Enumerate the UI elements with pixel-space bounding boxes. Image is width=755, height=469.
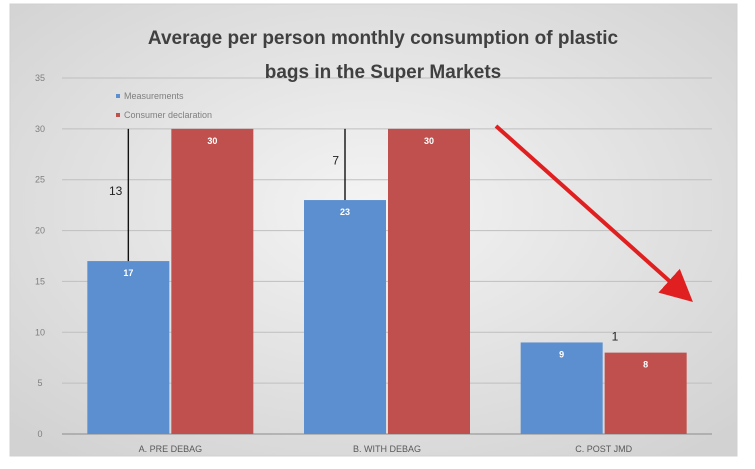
difference-annotation-1: 13	[109, 184, 123, 198]
x-category-label-1: A. PRE DEBAG	[139, 444, 203, 454]
trend-arrow	[494, 124, 693, 302]
difference-annotation-2: 7	[332, 153, 339, 167]
bar-consumer-declaration-2	[388, 128, 470, 434]
y-tick-label-35: 35	[35, 73, 45, 83]
x-category-label-2: B. WITH DEBAG	[353, 444, 421, 454]
data-label-measurements-2: 23	[340, 207, 350, 217]
x-category-label-3: C. POST JMD	[575, 444, 632, 454]
bar-measurements-1	[87, 261, 170, 434]
bar-consumer-declaration-1	[171, 128, 254, 434]
legend: Measurements Consumer declaration	[116, 91, 212, 120]
legend-swatch-consumer-declaration	[116, 113, 120, 117]
data-label-measurements-1: 17	[123, 268, 133, 278]
y-tick-label-25: 25	[35, 175, 45, 185]
y-axis-ticks: 0 5 10 15 20 25 30 35	[35, 73, 45, 439]
chart-title-line-2: bags in the Super Markets	[265, 62, 502, 83]
y-tick-label-0: 0	[37, 429, 42, 439]
y-tick-label-30: 30	[35, 124, 45, 134]
legend-label-consumer-declaration: Consumer declaration	[124, 110, 212, 120]
bar-measurements-2	[304, 200, 386, 434]
y-tick-label-5: 5	[37, 378, 42, 388]
difference-annotation-3: 1	[612, 329, 619, 343]
legend-label-measurements: Measurements	[124, 91, 184, 101]
bar-measurements-3	[520, 342, 603, 434]
bars	[87, 128, 687, 434]
legend-swatch-measurements	[116, 94, 120, 98]
bar-consumer-declaration-3	[604, 352, 687, 434]
annotations: 13 7 1	[109, 128, 619, 343]
chart-title-line-1: Average per person monthly consumption o…	[148, 28, 619, 49]
x-axis-categories: A. PRE DEBAG B. WITH DEBAG C. POST JMD	[139, 444, 633, 454]
data-label-measurements-3: 9	[559, 349, 564, 359]
gridlines	[62, 77, 712, 435]
data-label-consumer-declaration-3: 8	[643, 360, 648, 370]
data-label-consumer-declaration-1: 30	[207, 136, 217, 146]
data-label-consumer-declaration-2: 30	[424, 136, 434, 146]
y-tick-label-20: 20	[35, 226, 45, 236]
y-tick-label-15: 15	[35, 276, 45, 286]
y-tick-label-10: 10	[35, 327, 45, 337]
